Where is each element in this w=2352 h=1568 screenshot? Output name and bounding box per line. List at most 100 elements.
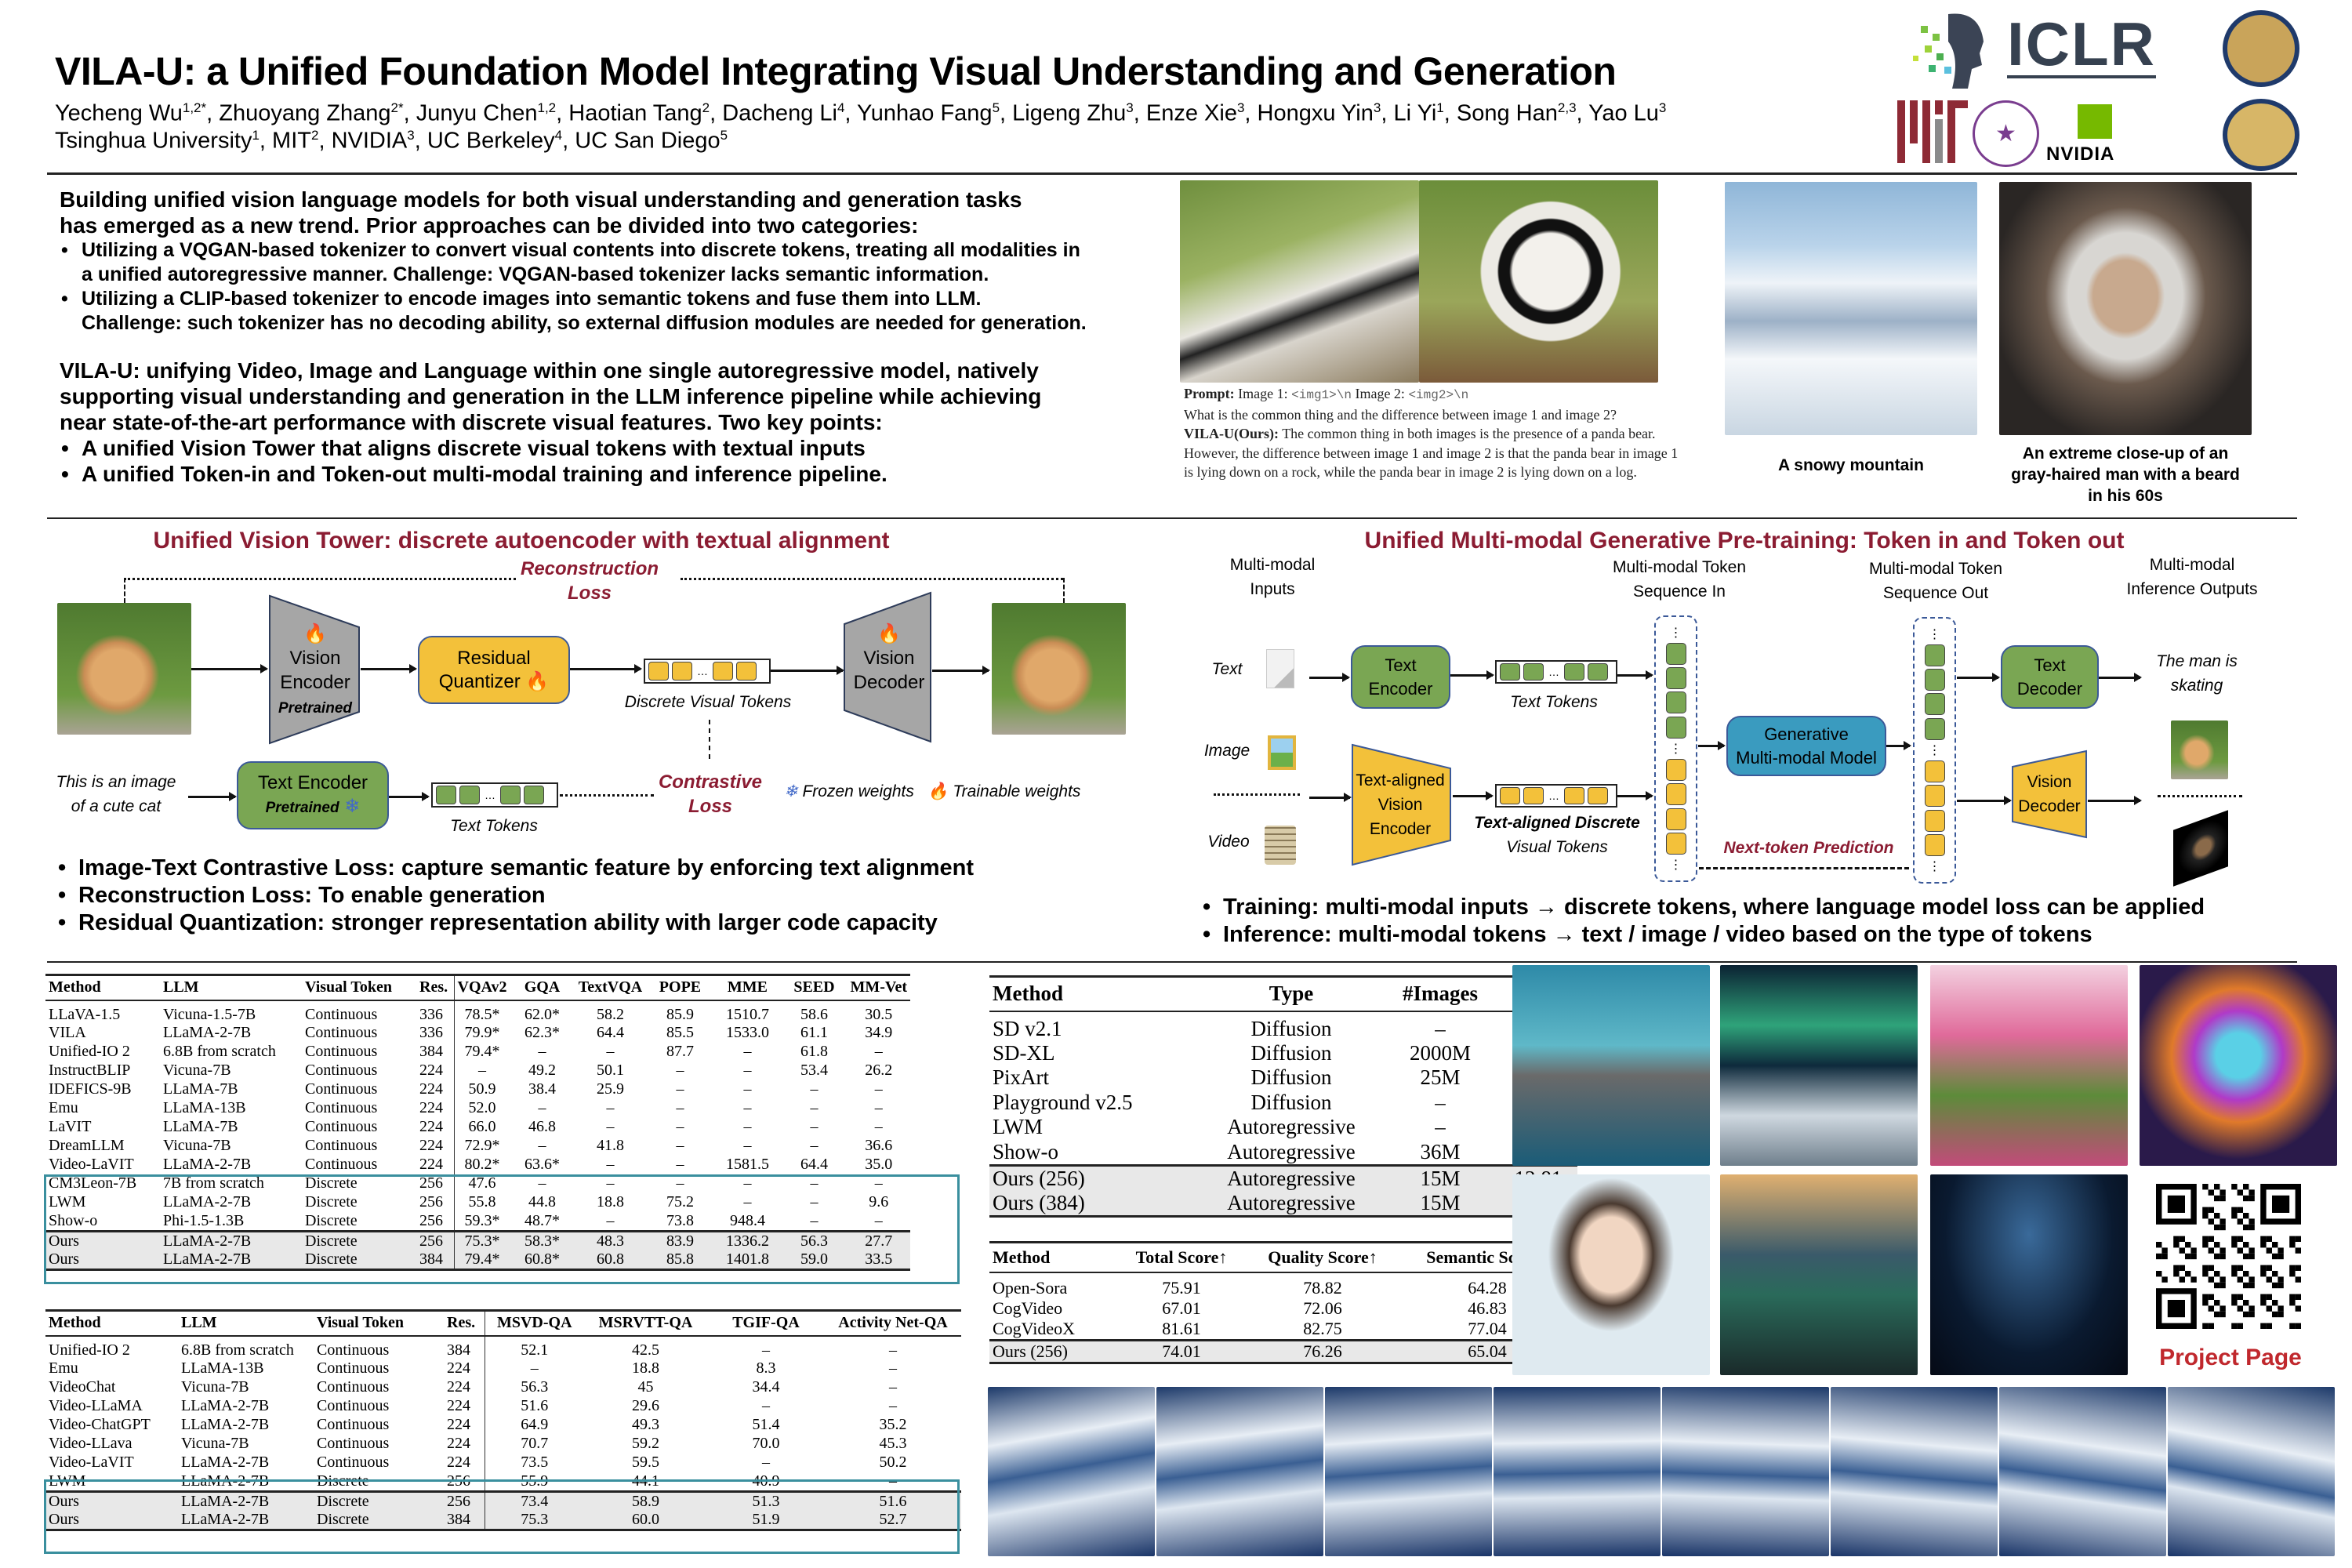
table-cell: – [676, 1080, 684, 1098]
column-header: Method [45, 1310, 178, 1337]
vertical-dots: ⋮ [1928, 860, 1941, 874]
table-cell: 44.8 [528, 1193, 556, 1210]
table-cell: Discrete [314, 1510, 444, 1530]
table-cell: VideoChat [49, 1378, 116, 1396]
bullet: Training: multi-modal inputs → discrete … [1200, 894, 2205, 921]
table-cell: – [743, 1062, 752, 1079]
header-outputs: Multi-modal Inference Outputs [2127, 553, 2258, 601]
table-cell: 51.9 [707, 1510, 825, 1530]
document-icon [1266, 649, 1294, 688]
table-cell: 51.6 [825, 1490, 961, 1511]
vision-encoder-block [269, 594, 360, 745]
token [1564, 787, 1584, 804]
token [1665, 691, 1686, 714]
table-cell: – [743, 1137, 752, 1154]
image-input-label: Image [1203, 742, 1250, 760]
discrete-visual-tokens-label: Discrete Visual Tokens [624, 693, 792, 711]
table-cell: 224 [444, 1415, 485, 1435]
recon-dotted-line [124, 578, 516, 580]
table-cell: 384 [416, 1042, 455, 1062]
token [1924, 760, 1945, 783]
table-cell: 64.4 [800, 1156, 828, 1173]
table-cell: – [606, 1156, 615, 1173]
answer-text: The common thing in both images is the p… [1184, 426, 1679, 480]
table-cell: Video-LaVIT [49, 1156, 134, 1173]
ucsd-seal-logo [2223, 99, 2299, 171]
table-cell: Ours [45, 1229, 160, 1250]
table-cell: SD v2.1 [993, 1016, 1062, 1040]
arrow [1886, 741, 1911, 750]
weights-legend: ❄ Frozen weights 🔥 Trainable weights [784, 782, 1080, 801]
table-cell: 50.9 [468, 1080, 496, 1098]
table-row: Unified-IO 2 6.8B from scratch Continuous 3… [45, 1042, 910, 1062]
arrow [191, 664, 268, 673]
table-cell: 67.01 [1162, 1298, 1201, 1318]
next-token-prediction-label: Next-token Prediction [1723, 839, 1894, 857]
table-cell: – [1435, 1016, 1446, 1040]
table-cell: VILA [49, 1024, 86, 1041]
table-cell: 224 [444, 1434, 485, 1454]
table-cell: Discrete [314, 1490, 444, 1511]
token [1523, 787, 1544, 804]
column-header: TextVQA [574, 975, 647, 1001]
table-cell: – [530, 1359, 539, 1377]
affiliation-name: NVIDIA [331, 128, 408, 154]
generated-video-frame [988, 1387, 1155, 1556]
table-cell: 49.2 [528, 1062, 556, 1079]
column-header: MSVD-QA [485, 1310, 584, 1337]
table-cell: 75.2 [666, 1193, 694, 1210]
table-cell: 75.3* [454, 1229, 510, 1250]
affiliation-mark: 2 [310, 128, 319, 143]
column-header: Res. [444, 1310, 485, 1337]
token [713, 662, 733, 681]
intro-section: Building unified vision language models … [60, 187, 1087, 487]
table-cell: Continuous [317, 1341, 390, 1359]
arrow [570, 664, 642, 673]
table-row: Video-LaVIT LLaMA-2-7B Continuous 224 80.2* 6… [45, 1155, 910, 1174]
table-cell: 56.3 [521, 1378, 549, 1396]
table-cell: 224 [416, 1061, 455, 1080]
table-cell: – [743, 1099, 752, 1116]
table-header-row: Method Total Score↑ Quality Score↑ Semantic… [989, 1242, 1577, 1273]
token [1665, 783, 1686, 806]
intro-line: has emerged as a new trend. Prior approa… [60, 213, 919, 238]
prompt-question: What is the common thing and the differe… [1184, 406, 1617, 423]
image-icon [1268, 735, 1296, 770]
divider [47, 961, 2297, 963]
token [459, 786, 480, 804]
label-line: Loss [567, 583, 612, 604]
column-header: SEED [781, 975, 848, 1001]
bullet: Reconstruction Loss: To enable generatio… [55, 882, 974, 909]
column-header: MME [713, 975, 782, 1001]
next-token-dashed-line [1699, 867, 1909, 869]
generated-video-frame [2168, 1387, 2335, 1556]
qr-code[interactable] [2156, 1184, 2301, 1329]
table-cell: 61.8 [800, 1043, 828, 1060]
table-cell: Continuous [305, 1005, 378, 1023]
logo-area: ICLR ★ NVIDIA [1897, 6, 2305, 171]
nvidia-logo-text: NVIDIA [2046, 143, 2115, 165]
table-cell: LaVIT [49, 1118, 92, 1135]
table-cell: Video-LaVIT [49, 1454, 134, 1471]
author-affiliation-mark: 3 [1373, 100, 1381, 115]
table-cell: 73.8 [666, 1211, 694, 1229]
table-cell: Ours (256) [989, 1338, 1115, 1363]
table-row: VideoChat Vicuna-7B Continuous 224 56.3 45 34.… [45, 1377, 961, 1397]
author-affiliation-mark: 2 [702, 100, 710, 115]
flame-icon: 🔥 [877, 623, 901, 644]
recon-dotted-line [1063, 578, 1065, 603]
table-cell: Continuous [305, 1080, 378, 1098]
pretrained-label: Pretrained [278, 700, 352, 717]
table-row: Video-LLaMA LLaMA-2-7B Continuous 224 51.6 29… [45, 1396, 961, 1416]
table-cell: 33.5 [847, 1250, 911, 1269]
table-cell: 36.6 [865, 1137, 893, 1154]
table-cell: – [874, 1043, 883, 1060]
project-page-link[interactable]: Project Page [2159, 1345, 2302, 1370]
table-cell: LLaMA-13B [163, 1099, 246, 1116]
column-header: Activity Net-QA [825, 1310, 961, 1337]
snowflake-icon: ❄ [784, 782, 798, 800]
table-cell: – [810, 1118, 818, 1135]
table-header-row: Method LLM Visual Token Res. MSVD-QA MSRVTT-Q… [45, 1310, 961, 1337]
column-header: Total Score↑ [1115, 1242, 1248, 1273]
